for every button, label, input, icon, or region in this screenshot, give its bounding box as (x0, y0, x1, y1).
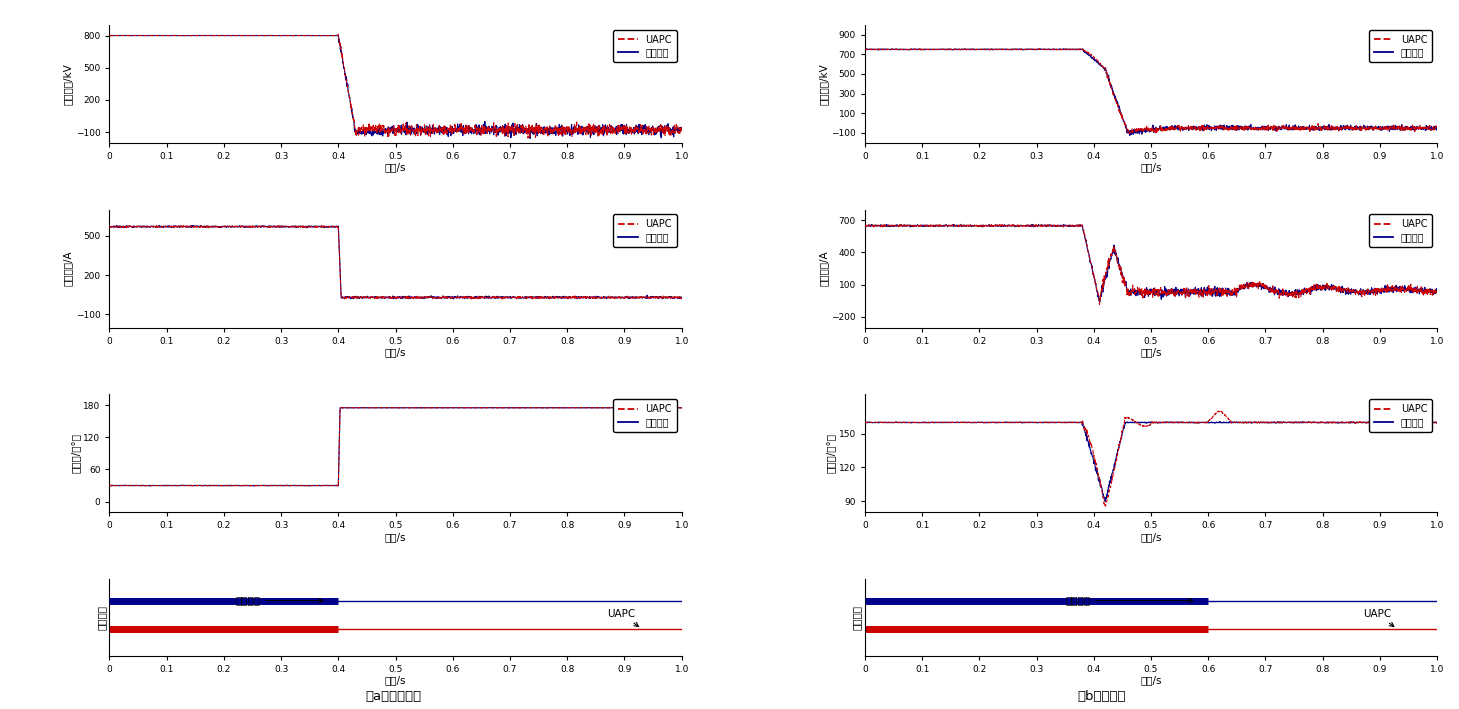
Text: UAPC: UAPC (1363, 608, 1393, 627)
Legend: UAPC, 自主可控: UAPC, 自主可控 (613, 399, 677, 432)
Text: 自主可控: 自主可控 (235, 596, 322, 605)
Legend: UAPC, 自主可控: UAPC, 自主可控 (613, 30, 677, 62)
Y-axis label: 解锁信号: 解锁信号 (96, 605, 107, 630)
Y-axis label: 直流电流/A: 直流电流/A (818, 251, 829, 286)
X-axis label: 时间/s: 时间/s (1141, 162, 1161, 172)
Y-axis label: 触发角/（°）: 触发角/（°） (70, 433, 80, 474)
Legend: UAPC, 自主可控: UAPC, 自主可控 (1369, 399, 1433, 432)
Text: UAPC: UAPC (607, 608, 639, 627)
Legend: UAPC, 自主可控: UAPC, 自主可控 (1369, 214, 1433, 247)
Y-axis label: 直流电流/A: 直流电流/A (63, 251, 73, 286)
X-axis label: 时间/s: 时间/s (1141, 675, 1161, 685)
Y-axis label: 直流电压/kV: 直流电压/kV (63, 63, 73, 105)
X-axis label: 时间/s: 时间/s (385, 347, 406, 357)
X-axis label: 时间/s: 时间/s (385, 532, 406, 542)
Text: 自主可控: 自主可控 (1065, 596, 1193, 605)
Y-axis label: 直流电压/kV: 直流电压/kV (818, 63, 829, 105)
Legend: UAPC, 自主可控: UAPC, 自主可控 (613, 214, 677, 247)
Text: （a）上海庙站: （a）上海庙站 (366, 691, 422, 703)
X-axis label: 时间/s: 时间/s (385, 675, 406, 685)
Y-axis label: 解锁信号: 解锁信号 (852, 605, 862, 630)
X-axis label: 时间/s: 时间/s (1141, 532, 1161, 542)
Legend: UAPC, 自主可控: UAPC, 自主可控 (1369, 30, 1433, 62)
X-axis label: 时间/s: 时间/s (385, 162, 406, 172)
X-axis label: 时间/s: 时间/s (1141, 347, 1161, 357)
Text: （b）山东站: （b）山东站 (1077, 691, 1126, 703)
Y-axis label: 触发角/（°）: 触发角/（°） (826, 433, 836, 474)
